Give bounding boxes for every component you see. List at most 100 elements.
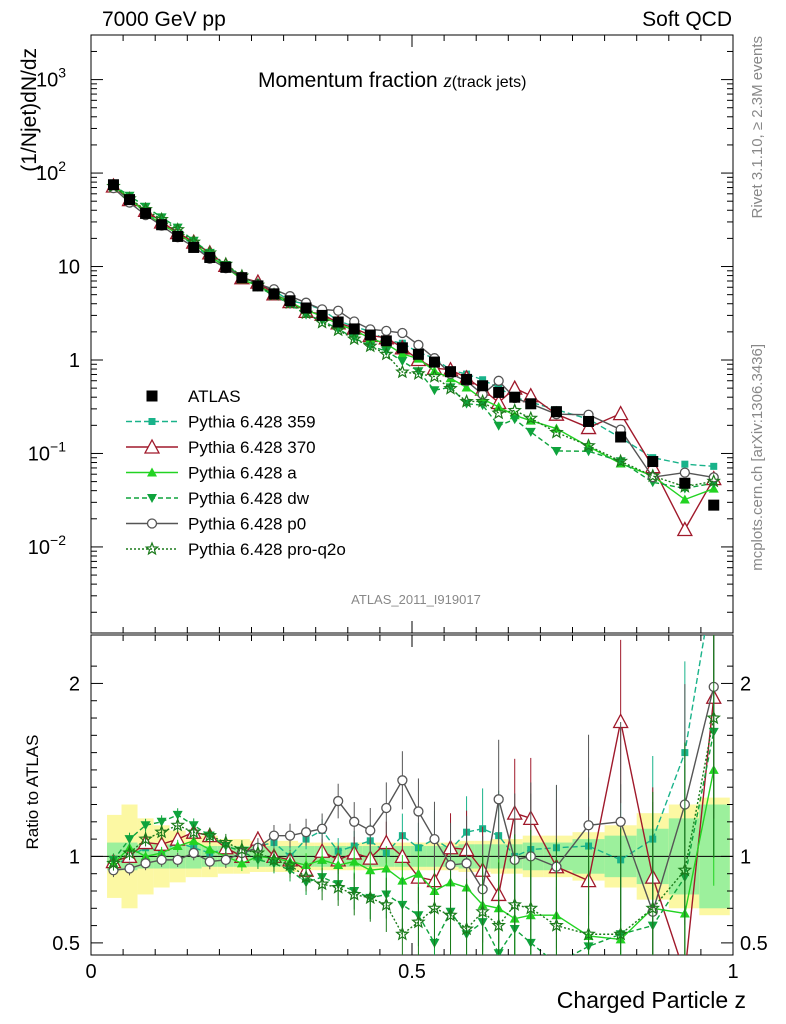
series-a-ratio-point xyxy=(236,858,247,868)
atlas-data-point xyxy=(615,431,627,443)
y-axis-label: (1/Njet)dN/dz xyxy=(18,48,41,172)
series-a-ratio-point xyxy=(413,868,424,878)
series-dw-point xyxy=(381,347,392,357)
atlas-data-point xyxy=(300,302,312,314)
series-pro-q2o-point xyxy=(346,331,362,346)
ratio-plot-frame xyxy=(90,634,734,956)
series-a-ratio-point xyxy=(156,847,167,857)
series-359-ratio-line xyxy=(113,635,706,868)
series-pro-q2o-point xyxy=(645,468,661,483)
ratio-tick-label: 1 xyxy=(69,846,80,868)
series-a-ratio-point xyxy=(188,835,199,845)
atlas-data-point xyxy=(679,477,691,489)
series-p0-ratio-point xyxy=(140,858,151,869)
series-pro-q2o-ratio-point xyxy=(218,834,234,849)
y-tick-label: 10−2 xyxy=(28,532,66,559)
atlas-data-point xyxy=(525,398,537,410)
series-dw-point xyxy=(172,223,183,233)
series-p0-ratio-point xyxy=(333,795,344,807)
series-dw-ratio-point xyxy=(551,960,561,969)
series-a-ratio-point xyxy=(204,844,215,854)
series-dw-ratio-point xyxy=(172,810,183,820)
series-pro-q2o-ratio-point xyxy=(363,890,378,905)
series-dw-point xyxy=(429,386,440,396)
series-pro-q2o-ratio-point xyxy=(549,917,564,932)
series-pro-q2o-ratio-point xyxy=(154,824,169,839)
x-tick-label: 0 xyxy=(85,961,96,983)
atlas-data-point xyxy=(477,380,489,392)
header-left: 7000 GeV pp xyxy=(102,8,226,31)
series-p0-ratio-point xyxy=(397,775,408,786)
series-p0-point xyxy=(397,327,408,339)
series-p0-point xyxy=(679,467,690,478)
x-axis-label: Charged Particle z xyxy=(557,987,746,1013)
series-pro-q2o-ratio-point xyxy=(330,879,346,894)
series-pro-q2o-ratio-point xyxy=(677,862,693,877)
series-pro-q2o-ratio-point xyxy=(706,710,721,725)
chart-title: Momentum fraction z(track jets) xyxy=(258,68,526,92)
series-pro-q2o-point xyxy=(706,473,721,488)
y-tick-label: 10 xyxy=(58,257,80,279)
series-dw-point xyxy=(551,446,562,456)
series-pro-q2o-ratio-point xyxy=(395,926,410,941)
atlas-data-point xyxy=(236,272,248,284)
legend-marker xyxy=(144,541,160,556)
series-p0-ratio-point xyxy=(284,830,296,841)
series-dw-ratio-point xyxy=(156,817,167,827)
legend-label: Pythia 6.428 370 xyxy=(188,438,316,457)
ratio-tick-label: 0.5 xyxy=(740,933,768,955)
series-370-point xyxy=(612,405,629,421)
legend-label: Pythia 6.428 pro-q2o xyxy=(188,540,346,559)
series-pro-q2o-ratio-point xyxy=(411,914,426,929)
atlas-data-point xyxy=(220,261,232,273)
ratio-tick-label: 2 xyxy=(69,673,80,695)
series-pro-q2o-point xyxy=(427,368,442,383)
series-a-point xyxy=(461,382,472,392)
series-p0-ratio-point xyxy=(381,802,392,814)
series-pro-q2o-ratio-point xyxy=(282,857,298,872)
atlas-data-point xyxy=(348,323,360,335)
atlas-data-point xyxy=(156,219,168,231)
atlas-data-point xyxy=(380,335,392,347)
side-label-mcplots: mcplots.cern.ch [arXiv:1306.3436] xyxy=(749,344,766,571)
legend-marker xyxy=(146,518,158,529)
x-tick-label: 1 xyxy=(727,961,738,983)
atlas-data-point xyxy=(396,342,408,354)
series-p0-ratio-point xyxy=(365,825,376,836)
series-p0-ratio-point xyxy=(188,847,199,859)
series-pro-q2o-point xyxy=(395,364,410,379)
atlas-data-point xyxy=(268,288,280,300)
series-a-ratio-point xyxy=(333,860,344,870)
series-pro-q2o-ratio-point xyxy=(507,897,522,912)
ratio-tick-label: 0.5 xyxy=(52,933,80,955)
series-p0-ratio-point xyxy=(493,794,504,805)
atlas-data-point xyxy=(461,373,473,385)
series-pro-q2o-point xyxy=(459,393,474,408)
series-a-ratio-point xyxy=(172,841,183,851)
series-dw-point xyxy=(509,415,520,425)
series-359-point xyxy=(479,376,487,384)
series-p0-ratio-point xyxy=(445,859,456,871)
series-pro-q2o-point xyxy=(507,402,522,417)
atlas-data-point xyxy=(509,391,521,403)
x-tick-label: 0.5 xyxy=(398,961,426,983)
legend-marker xyxy=(147,467,157,477)
side-label-rivet: Rivet 3.1.10, ≥ 2.3M events xyxy=(749,36,766,219)
ratio-axis-label: Ratio to ATLAS xyxy=(23,735,42,850)
legend-marker xyxy=(147,494,157,503)
atlas-data-point xyxy=(140,207,152,219)
series-359-point xyxy=(710,462,718,470)
series-pro-q2o-point xyxy=(581,438,596,452)
series-p0-ratio-point xyxy=(413,806,424,817)
atlas-data-point xyxy=(428,356,440,368)
series-p0-ratio-point xyxy=(429,833,440,845)
series-p0-point xyxy=(381,325,392,337)
atlas-data-point xyxy=(647,456,659,468)
series-pro-q2o-ratio-point xyxy=(523,900,539,915)
series-p0-ratio-point xyxy=(316,823,328,834)
legend-label: Pythia 6.428 dw xyxy=(188,489,310,508)
series-pro-q2o-ratio-point xyxy=(106,855,121,870)
series-dw-ratio-point xyxy=(124,835,135,845)
series-pro-q2o-point xyxy=(443,380,458,395)
